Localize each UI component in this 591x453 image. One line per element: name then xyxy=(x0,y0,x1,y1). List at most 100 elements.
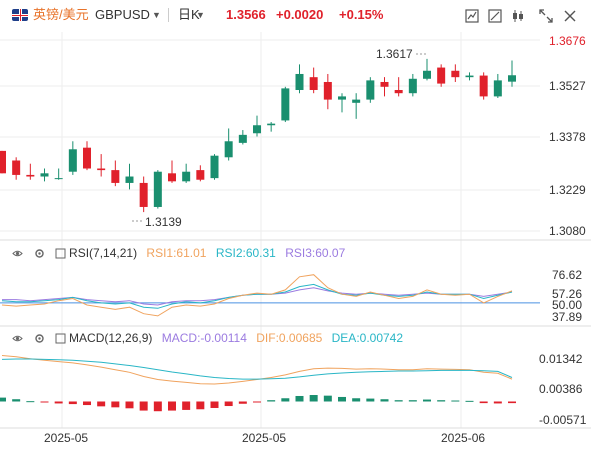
macd-bar xyxy=(451,400,460,402)
macd-series xyxy=(0,355,516,412)
macd-bar xyxy=(125,401,134,409)
candle-body xyxy=(40,173,49,177)
macd-bar xyxy=(210,401,219,408)
candle-body xyxy=(493,80,502,97)
rsi-tick: 37.89 xyxy=(552,310,582,324)
rsi-tick: 57.26 xyxy=(552,287,582,301)
y-tick: 1.3527 xyxy=(549,79,586,93)
macd-legend: MACD(12,26,9) MACD:-0.00114 DIF:0.00685 … xyxy=(12,331,403,345)
x-label: 2025-05 xyxy=(242,431,286,445)
macd-bar xyxy=(437,400,446,402)
candle-type-icon[interactable] xyxy=(511,9,525,23)
dea-line xyxy=(1,358,513,380)
draw-icon[interactable] xyxy=(488,9,502,23)
macd-bar xyxy=(139,401,148,411)
y-tick: 1.3378 xyxy=(549,130,586,144)
candle-body xyxy=(366,80,375,100)
candle-body xyxy=(139,182,148,207)
chart-header: 英镑/美元 GBPUSD ▼ 日K ▼ 1.3566 +0.0020 +0.15… xyxy=(0,0,591,32)
candle-body xyxy=(224,141,233,158)
candle-body xyxy=(153,171,162,207)
macd-bar xyxy=(12,399,21,402)
candle-body xyxy=(125,176,134,183)
macd-bar xyxy=(83,401,91,406)
macd-bar xyxy=(408,400,417,402)
candle-body xyxy=(323,81,332,100)
candle-body xyxy=(0,150,6,174)
indicator-toggle-icon[interactable] xyxy=(55,333,66,344)
candle-body xyxy=(295,73,304,90)
chevron-down-icon[interactable]: ▼ xyxy=(196,10,205,20)
candle-body xyxy=(12,160,21,175)
symbol-code[interactable]: GBPUSD xyxy=(95,7,150,22)
divider xyxy=(168,8,169,22)
macd-bar xyxy=(423,399,431,402)
macd-bar xyxy=(196,401,205,410)
candle-body xyxy=(196,170,205,180)
fullscreen-icon[interactable] xyxy=(539,9,553,23)
indicator-toggle-icon[interactable] xyxy=(55,248,66,259)
period-selector[interactable]: 日K xyxy=(178,7,200,22)
candle-body xyxy=(309,77,318,90)
macd-bar xyxy=(0,397,6,402)
dif-line xyxy=(1,355,513,385)
rsi1-value: RSI1:61.01 xyxy=(146,246,207,260)
candle-body xyxy=(465,75,474,78)
candle-body xyxy=(352,99,361,103)
macd-bar xyxy=(366,398,375,402)
last-price: 1.3566 xyxy=(226,7,266,22)
candle-body xyxy=(182,171,191,182)
macd-bar xyxy=(465,400,474,402)
macd-bar xyxy=(168,401,176,411)
eye-icon[interactable] xyxy=(12,248,23,259)
macd-bar xyxy=(224,401,233,407)
eye-icon[interactable] xyxy=(12,333,23,344)
indicator-icon[interactable] xyxy=(465,9,479,23)
macd-tick: -0.00571 xyxy=(539,413,587,427)
macd-bar xyxy=(153,401,162,412)
candle-body xyxy=(26,174,35,177)
y-tick: 1.3229 xyxy=(549,183,586,197)
candle-body xyxy=(394,89,403,94)
macd-bar xyxy=(309,395,318,402)
candle-body xyxy=(54,178,63,180)
macd-bar xyxy=(338,396,346,402)
uk-flag-icon xyxy=(12,9,28,21)
rsi2-value: RSI2:60.31 xyxy=(215,246,276,260)
rsi-tick: 76.62 xyxy=(552,268,582,282)
rsi-legend: RSI(7,14,21) RSI1:61.01 RSI2:60.31 RSI3:… xyxy=(12,246,345,260)
candle-body xyxy=(97,168,106,171)
macd-title: MACD(12,26,9) xyxy=(69,331,153,345)
candle-body xyxy=(338,96,346,100)
candle-body xyxy=(68,149,77,172)
candle-body xyxy=(210,155,219,179)
gear-icon[interactable] xyxy=(34,248,45,259)
dea-value: DEA:0.00742 xyxy=(331,331,404,345)
symbol-name[interactable]: 英镑/美元 xyxy=(33,7,89,22)
close-icon[interactable] xyxy=(563,9,577,23)
macd-bar xyxy=(40,401,49,403)
macd-bar xyxy=(111,401,120,408)
macd-tick: 0.01342 xyxy=(539,352,583,366)
candle-body xyxy=(408,78,417,94)
y-tick: 1.3676 xyxy=(549,34,586,48)
chart-grid xyxy=(0,32,591,429)
rsi-lines xyxy=(0,274,540,317)
macd-bar xyxy=(26,401,35,403)
x-label: 2025-06 xyxy=(441,431,485,445)
macd-bar xyxy=(281,398,290,402)
candle-body xyxy=(281,88,290,121)
macd-bar xyxy=(267,400,276,402)
gear-icon[interactable] xyxy=(34,333,45,344)
chevron-down-icon[interactable]: ▼ xyxy=(152,10,161,20)
candle-body xyxy=(83,147,91,169)
price-change-pct: +0.15% xyxy=(339,7,384,22)
y-tick: 1.3080 xyxy=(549,224,586,238)
candle-body xyxy=(423,70,431,79)
macd-bar xyxy=(295,395,304,402)
macd-bar xyxy=(479,401,488,404)
candle-body xyxy=(437,67,446,84)
candle-body xyxy=(451,70,460,78)
macd-bar xyxy=(508,401,516,404)
